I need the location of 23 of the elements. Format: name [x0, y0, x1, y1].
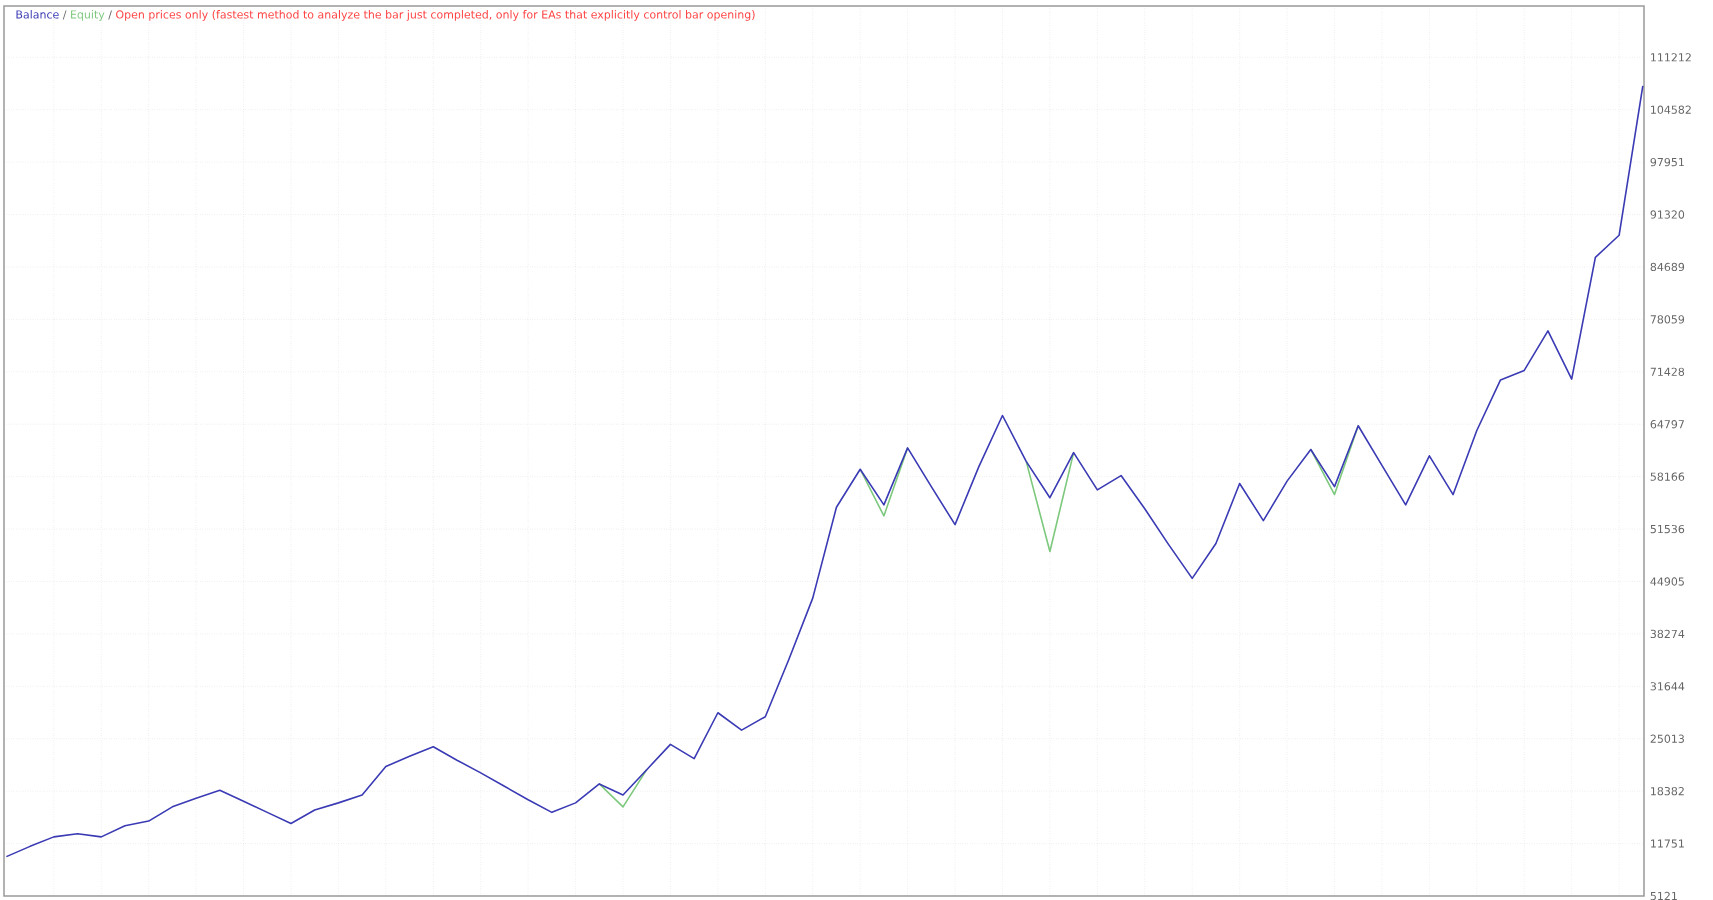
- y-tick-label: 64797: [1650, 420, 1684, 429]
- y-tick-label: 84689: [1650, 262, 1685, 272]
- y-tick-label: 58166: [1650, 472, 1685, 481]
- y-tick-label: 31644: [1650, 682, 1685, 691]
- y-tick-label: 111212: [1651, 53, 1691, 62]
- y-tick-label: 44905: [1650, 577, 1684, 586]
- y-tick-label: 25013: [1650, 734, 1684, 743]
- y-tick-label: 18382: [1651, 787, 1684, 796]
- y-tick-label: 38274: [1650, 629, 1685, 639]
- y-tick-label: 104582: [1651, 105, 1691, 114]
- chart-title: Open prices only (fastest method to analyze the bar just completed, only for EAs that explicitly control bar opening): [116, 10, 755, 21]
- text: Equity: [71, 10, 105, 21]
- y-tick-label: 71428: [1650, 367, 1685, 376]
- y-tick-label: 11751: [1651, 839, 1684, 848]
- annotation: /: [62, 10, 67, 20]
- y-tick-label: 91320: [1650, 210, 1685, 219]
- y-tick-label: 5121: [1650, 891, 1677, 900]
- line-series: [5, 85, 1644, 858]
- text: Balance: [16, 10, 59, 19]
- y-tick-label: 97951: [1650, 157, 1684, 167]
- y-tick-label: 78059: [1650, 315, 1685, 324]
- annotation: /: [108, 10, 112, 20]
- y-tick-label: 51536: [1650, 524, 1685, 534]
